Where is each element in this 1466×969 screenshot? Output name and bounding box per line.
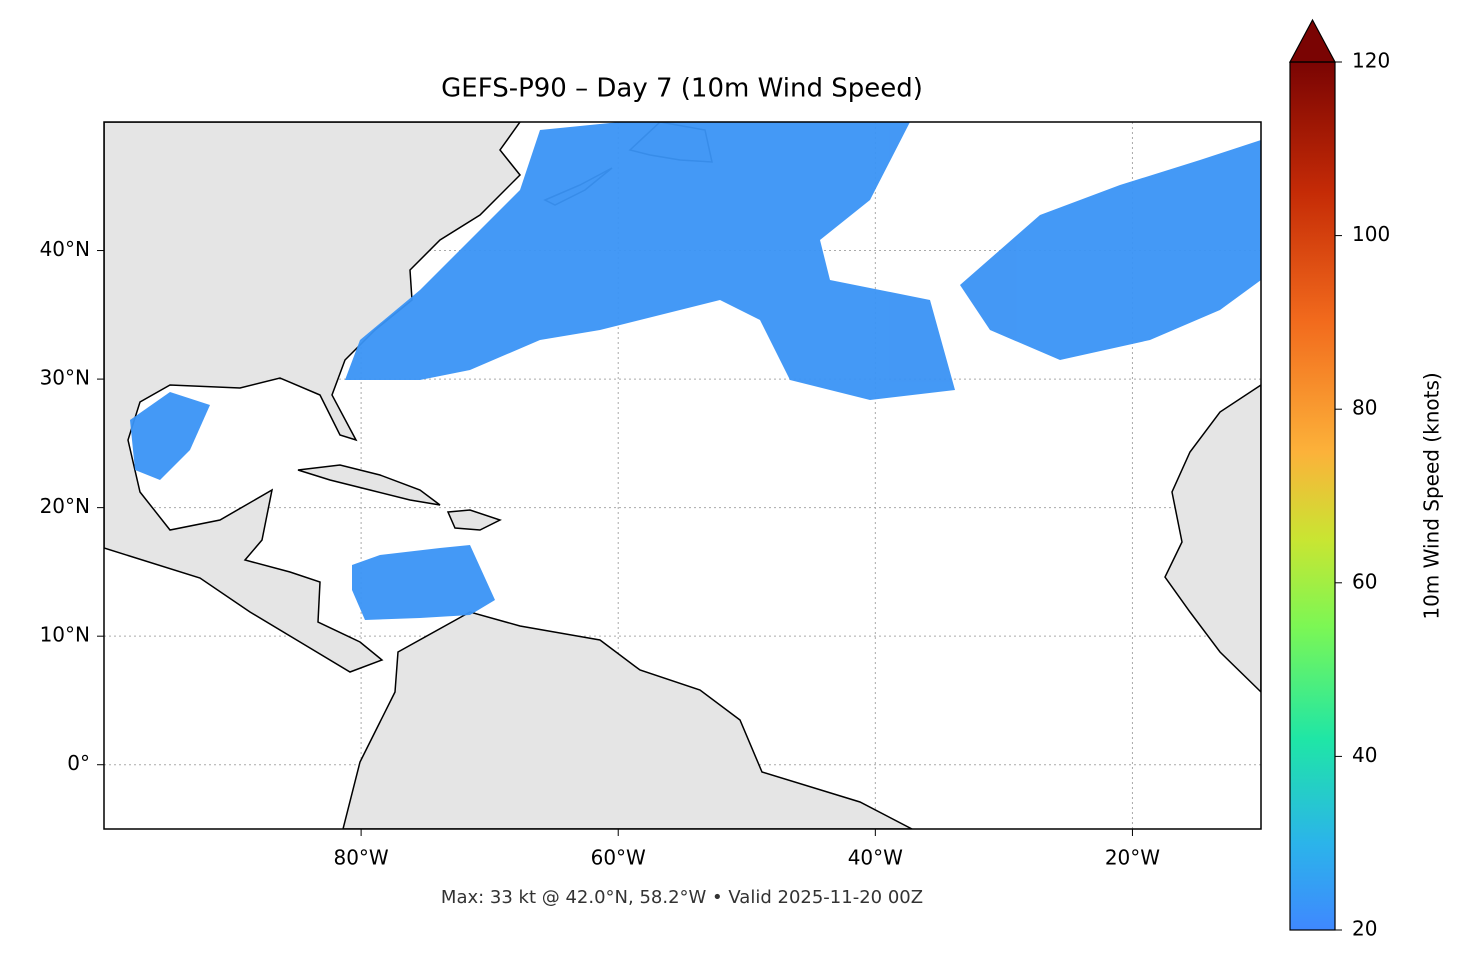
colorbar-tick-label: 80 <box>1352 396 1377 420</box>
map <box>104 122 1261 829</box>
y-tick-label: 40°N <box>40 237 90 261</box>
colorbar-tick-label: 100 <box>1352 222 1390 246</box>
colorbar <box>1290 62 1335 930</box>
x-tick-label: 80°W <box>333 846 388 870</box>
footnote: Max: 33 kt @ 42.0°N, 58.2°W • Valid 2025… <box>441 887 923 908</box>
y-tick-label: 10°N <box>40 623 90 647</box>
chart-title: GEFS-P90 – Day 7 (10m Wind Speed) <box>441 74 923 104</box>
wind-area <box>130 392 210 480</box>
wind-area <box>345 122 955 400</box>
cuba <box>297 464 441 506</box>
colorbar-label: 10m Wind Speed (knots) <box>1420 372 1444 619</box>
y-tick-label: 30°N <box>40 366 90 390</box>
africa <box>1164 384 1261 694</box>
wind-area <box>352 545 495 620</box>
colorbar-tick-label: 60 <box>1352 569 1377 593</box>
x-tick-label: 40°W <box>848 846 903 870</box>
y-tick-label: 20°N <box>40 494 90 518</box>
colorbar-tick-label: 20 <box>1352 917 1377 941</box>
wind-area <box>960 140 1261 360</box>
plot-frame <box>103 121 1262 830</box>
colorbar-tick-label: 120 <box>1352 49 1390 73</box>
colorbar-frame <box>1289 61 1336 931</box>
colorbar-extend <box>1288 18 1337 63</box>
colorbar-tick-label: 40 <box>1352 743 1377 767</box>
x-tick-label: 20°W <box>1105 846 1160 870</box>
hispaniola <box>446 509 502 531</box>
x-tick-label: 60°W <box>591 846 646 870</box>
south-america <box>342 611 913 829</box>
y-tick-label: 0° <box>67 751 90 775</box>
